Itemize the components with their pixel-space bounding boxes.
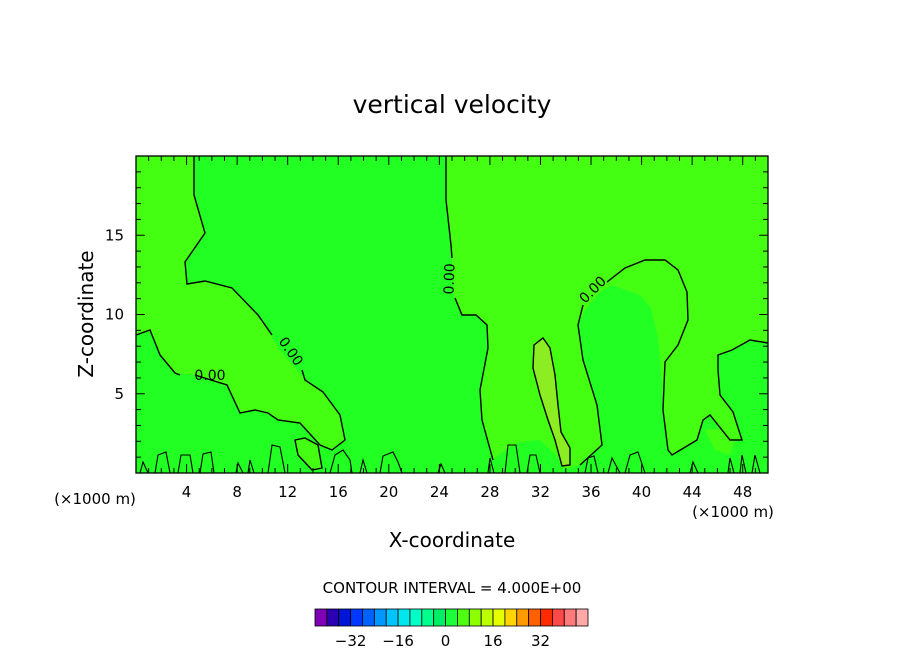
colorbar-swatch bbox=[457, 608, 470, 627]
x-tick-label: 36 bbox=[581, 483, 600, 501]
x-axis-title: X-coordinate bbox=[389, 528, 516, 552]
x-tick-label: 48 bbox=[733, 483, 752, 501]
colorbar-swatch bbox=[468, 608, 482, 627]
contour-label: 0.00 bbox=[194, 368, 225, 384]
colorbar-swatch bbox=[373, 608, 387, 627]
colorbar-tick-label: 16 bbox=[483, 632, 502, 650]
colorbar-swatch bbox=[385, 608, 399, 627]
colorbar-swatch bbox=[409, 608, 423, 627]
contour-line-left-lower bbox=[194, 369, 346, 451]
colorbar-tick-label: 0 bbox=[441, 632, 451, 650]
y-tick-label: 15 bbox=[105, 226, 124, 244]
y-axis: 5 10 15 bbox=[105, 171, 768, 458]
contour-line-left-tail bbox=[135, 329, 181, 376]
positive-region-bottom-right bbox=[705, 428, 735, 455]
x-unit-left: (×1000 m) bbox=[54, 490, 136, 508]
colorbar: −32 −16 0 16 32 bbox=[314, 608, 589, 650]
colorbar-swatch bbox=[338, 608, 352, 627]
x-tick-label: 4 bbox=[182, 483, 192, 501]
x-axis: 4 8 12 16 20 24 28 32 36 40 44 48 bbox=[148, 156, 756, 501]
peak-region bbox=[533, 338, 570, 466]
y-tick-label: 5 bbox=[114, 385, 124, 403]
contour-label: 0.00 bbox=[441, 263, 458, 295]
colorbar-swatch bbox=[362, 608, 375, 627]
plot-area: 0.00 0.00 0.00 0.00 bbox=[135, 155, 769, 474]
contour-line-left bbox=[184, 156, 273, 336]
contour-line-right-arch bbox=[606, 259, 769, 456]
colorbar-swatch bbox=[480, 608, 494, 627]
y-axis-title: Z-coordinate bbox=[74, 250, 98, 377]
x-tick-label: 16 bbox=[329, 483, 348, 501]
x-tick-label: 12 bbox=[278, 483, 297, 501]
x-tick-label: 40 bbox=[632, 483, 651, 501]
x-tick-label: 24 bbox=[430, 483, 449, 501]
zero-contours bbox=[135, 156, 769, 474]
chart-title: vertical velocity bbox=[353, 90, 552, 119]
x-unit-right: (×1000 m) bbox=[692, 503, 774, 521]
colorbar-swatch bbox=[445, 608, 458, 627]
contour-line-center bbox=[445, 156, 453, 259]
surface-wiggles bbox=[139, 444, 761, 474]
x-tick-label: 20 bbox=[379, 483, 398, 501]
peak-contour bbox=[532, 336, 571, 467]
colorbar-swatch bbox=[314, 608, 328, 627]
y-tick-label: 10 bbox=[105, 306, 124, 324]
x-tick-label: 32 bbox=[531, 483, 550, 501]
contour-interval-label: CONTOUR INTERVAL = 4.000E+00 bbox=[323, 579, 582, 597]
colorbar-swatch bbox=[516, 608, 530, 627]
contour-line-center-lower bbox=[454, 297, 494, 461]
colorbar-swatch bbox=[575, 608, 589, 627]
contour-line-right bbox=[577, 304, 603, 466]
colorbar-swatch bbox=[563, 608, 577, 627]
positive-region-center bbox=[446, 156, 768, 470]
x-tick-label: 44 bbox=[683, 483, 702, 501]
x-tick-label: 8 bbox=[232, 483, 242, 501]
colorbar-swatch bbox=[528, 608, 541, 627]
colorbar-swatch bbox=[433, 608, 446, 627]
colorbar-swatch bbox=[540, 608, 553, 627]
positive-region-bottom-left bbox=[295, 438, 322, 470]
colorbar-swatch bbox=[350, 608, 363, 627]
x-tick-label: 28 bbox=[480, 483, 499, 501]
positive-region-left bbox=[136, 156, 345, 450]
colorbar-swatch bbox=[492, 608, 506, 627]
colorbar-tick-label: −32 bbox=[335, 632, 367, 650]
colorbar-tick-label: 32 bbox=[531, 632, 550, 650]
colorbar-tick-label: −16 bbox=[382, 632, 414, 650]
colorbar-swatch bbox=[551, 608, 565, 627]
colorbar-swatch bbox=[397, 608, 411, 627]
colorbar-swatch bbox=[504, 608, 518, 627]
small-contour-bottom-left bbox=[294, 437, 323, 471]
colorbar-swatch bbox=[326, 608, 340, 627]
colorbar-swatch bbox=[421, 608, 435, 627]
